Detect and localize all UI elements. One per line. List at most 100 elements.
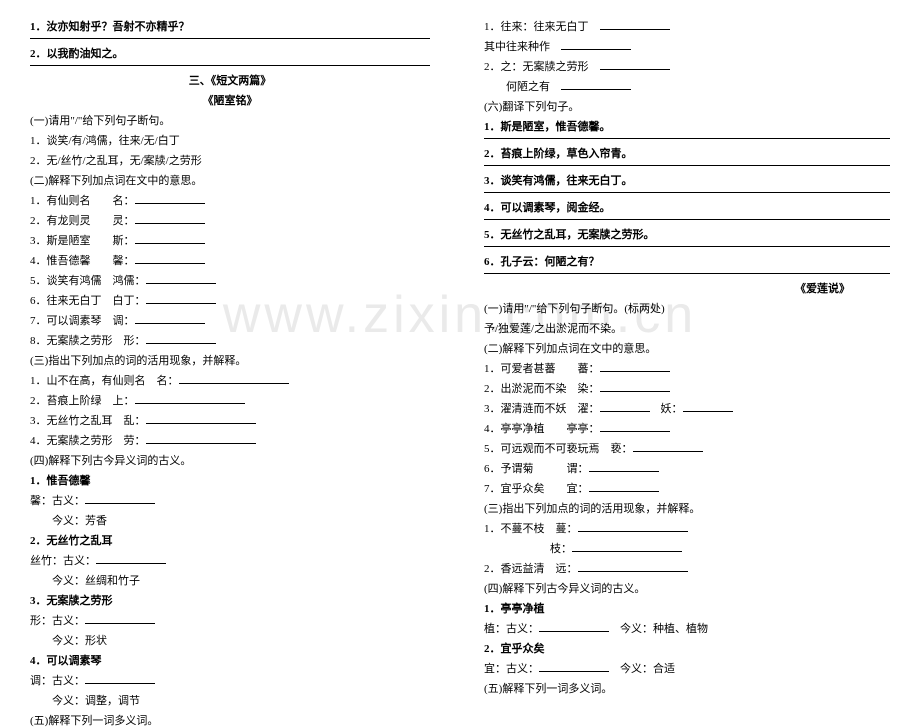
- right-column: 1．往来：往来无白丁 其中往来种作 2．之：无案牍之劳形 何陋之有 (六)翻译下…: [460, 0, 920, 630]
- p2-2b: 灵：: [113, 215, 135, 227]
- p4-4-tiao-t: 调：古义：: [30, 675, 85, 687]
- q2-4a: 4．亭亭净植: [484, 423, 545, 435]
- p4-2-si-t: 丝竹：古义：: [30, 555, 96, 567]
- p2-6b: 白丁：: [113, 295, 146, 307]
- p2-head: (二)解释下列加点词在文中的意思。: [30, 172, 430, 188]
- p2-5: 5．谈笑有鸿儒 鸿儒：: [30, 272, 430, 288]
- p4-1-jin: 今义：芳香: [30, 512, 430, 528]
- p2-2a: 2．有龙则灵: [30, 215, 91, 227]
- q4-1-zhi: 植：古义： 今义：种植、植物: [484, 620, 890, 636]
- q2-1b: 蕃：: [578, 363, 600, 375]
- blank: [578, 521, 688, 532]
- p6-1: 1．斯是陋室，惟吾德馨。: [484, 118, 890, 134]
- p4-2-jin: 今义：丝绸和竹子: [30, 572, 430, 588]
- blank: [135, 393, 245, 404]
- p4-head: (四)解释下列古今异义词的古义。: [30, 452, 430, 468]
- q4-1-zhi-a: 植：古义：: [484, 623, 539, 635]
- rule: [484, 192, 890, 193]
- section-title: 三、《短文两篇》: [30, 72, 430, 88]
- p6-2: 2．苔痕上阶绿，草色入帘青。: [484, 145, 890, 161]
- p6-head: (六)翻译下列句子。: [484, 98, 890, 114]
- blank: [146, 433, 256, 444]
- p6-6: 6．孔子云：何陋之有？: [484, 253, 890, 269]
- q2-4: 4．亭亭净植 亭亭：: [484, 420, 890, 436]
- blank: [135, 313, 205, 324]
- p2-8: 8．无案牍之劳形 形：: [30, 332, 430, 348]
- p3-1: 1．山不在高，有仙则名 名：: [30, 372, 430, 388]
- p2-4b: 馨：: [113, 255, 135, 267]
- q3-1a-t: 1．不蔓不枝 蔓：: [484, 523, 578, 535]
- p4-2-si: 丝竹：古义：: [30, 552, 430, 568]
- blank: [600, 401, 650, 412]
- q2: 2．以我酌油知之。: [30, 45, 430, 61]
- q4-2: 2．宜乎众矣: [484, 640, 890, 656]
- q4-1-zhi-b: 今义：种植、植物: [620, 623, 708, 635]
- q2-3b: 濯：: [578, 403, 600, 415]
- p3-head: (三)指出下列加点的词的活用现象，并解释。: [30, 352, 430, 368]
- p2-5b: 鸿儒：: [113, 275, 146, 287]
- sub-title-1: 《陋室铭》: [30, 92, 430, 108]
- blank: [146, 413, 256, 424]
- p2-4: 4．惟吾德馨 馨：: [30, 252, 430, 268]
- q2-1a: 1．可爱者甚蕃: [484, 363, 556, 375]
- p6-5: 5．无丝竹之乱耳，无案牍之劳形。: [484, 226, 890, 242]
- q3-1b-t: 枝：: [550, 543, 572, 555]
- q2-7a: 7．宜乎众矣: [484, 483, 545, 495]
- blank: [539, 661, 609, 672]
- blank: [146, 333, 216, 344]
- rule: [484, 165, 890, 166]
- blank: [85, 613, 155, 624]
- p4-3-xing: 形：古义：: [30, 612, 430, 628]
- q4-2-yi-a: 宜：古义：: [484, 663, 539, 675]
- q4-1: 1．亭亭净植: [484, 600, 890, 616]
- p6-3: 3．谈笑有鸿儒，往来无白丁。: [484, 172, 890, 188]
- q2-6a: 6．予谓菊: [484, 463, 534, 475]
- blank: [600, 19, 670, 30]
- q3-1a: 1．不蔓不枝 蔓：: [484, 520, 890, 536]
- q3-2: 2．香远益清 远：: [484, 560, 890, 576]
- rule: [30, 65, 430, 66]
- p3-2: 2．苔痕上阶绿 上：: [30, 392, 430, 408]
- blank: [179, 373, 289, 384]
- p3-2-t: 2．苔痕上阶绿 上：: [30, 395, 135, 407]
- q5-head: (五)解释下列一词多义词。: [484, 680, 890, 696]
- p3-3-t: 3．无丝竹之乱耳 乱：: [30, 415, 146, 427]
- p4-1-xi-t: 馨：古义：: [30, 495, 85, 507]
- q2-2: 2．出淤泥而不染 染：: [484, 380, 890, 396]
- p1-head: (一)请用"/"给下列句子断句。: [30, 112, 430, 128]
- q2-4b: 亭亭：: [567, 423, 600, 435]
- rule: [484, 138, 890, 139]
- blank: [589, 461, 659, 472]
- p4-3-jin: 今义：形状: [30, 632, 430, 648]
- p2-1: 1．有仙则名 名：: [30, 192, 430, 208]
- p3-4: 4．无案牍之劳形 劳：: [30, 432, 430, 448]
- p4-4-tiao: 调：古义：: [30, 672, 430, 688]
- q2-6b: 谓：: [567, 463, 589, 475]
- blank: [146, 273, 216, 284]
- p1-1: 1．谈笑/有/鸿儒，往来/无/白丁: [30, 132, 430, 148]
- blank: [683, 401, 733, 412]
- p4-4-jin: 今义：调整，调节: [30, 692, 430, 708]
- blank: [600, 381, 670, 392]
- r1-3a: 2．之：无案牍之劳形: [484, 58, 890, 74]
- q1-1: 予/独爱莲/之出淤泥而不染。: [484, 320, 890, 336]
- p4-1: 1．惟吾德馨: [30, 472, 430, 488]
- p2-6a: 6．往来无白丁: [30, 295, 102, 307]
- q2-1: 1．可爱者甚蕃 蕃：: [484, 360, 890, 376]
- p4-2: 2．无丝竹之乱耳: [30, 532, 430, 548]
- p2-4a: 4．惟吾德馨: [30, 255, 91, 267]
- rule: [484, 219, 890, 220]
- blank: [96, 553, 166, 564]
- left-column: 1．汝亦知射乎？吾射不亦精乎？ 2．以我酌油知之。 三、《短文两篇》 《陋室铭》…: [0, 0, 460, 630]
- q4-head: (四)解释下列古今异义词的古义。: [484, 580, 890, 596]
- rule: [484, 246, 890, 247]
- p2-5a: 5．谈笑有鸿儒: [30, 275, 102, 287]
- q2-3: 3．濯清涟而不妖 濯： 妖：: [484, 400, 890, 416]
- q2-7b: 宜：: [567, 483, 589, 495]
- q2-5a: 5．可远观而不可亵玩焉: [484, 443, 600, 455]
- blank: [85, 673, 155, 684]
- blank: [146, 293, 216, 304]
- p2-3a: 3．斯是陋室: [30, 235, 91, 247]
- p2-3: 3．斯是陋室 斯：: [30, 232, 430, 248]
- p2-7: 7．可以调素琴 调：: [30, 312, 430, 328]
